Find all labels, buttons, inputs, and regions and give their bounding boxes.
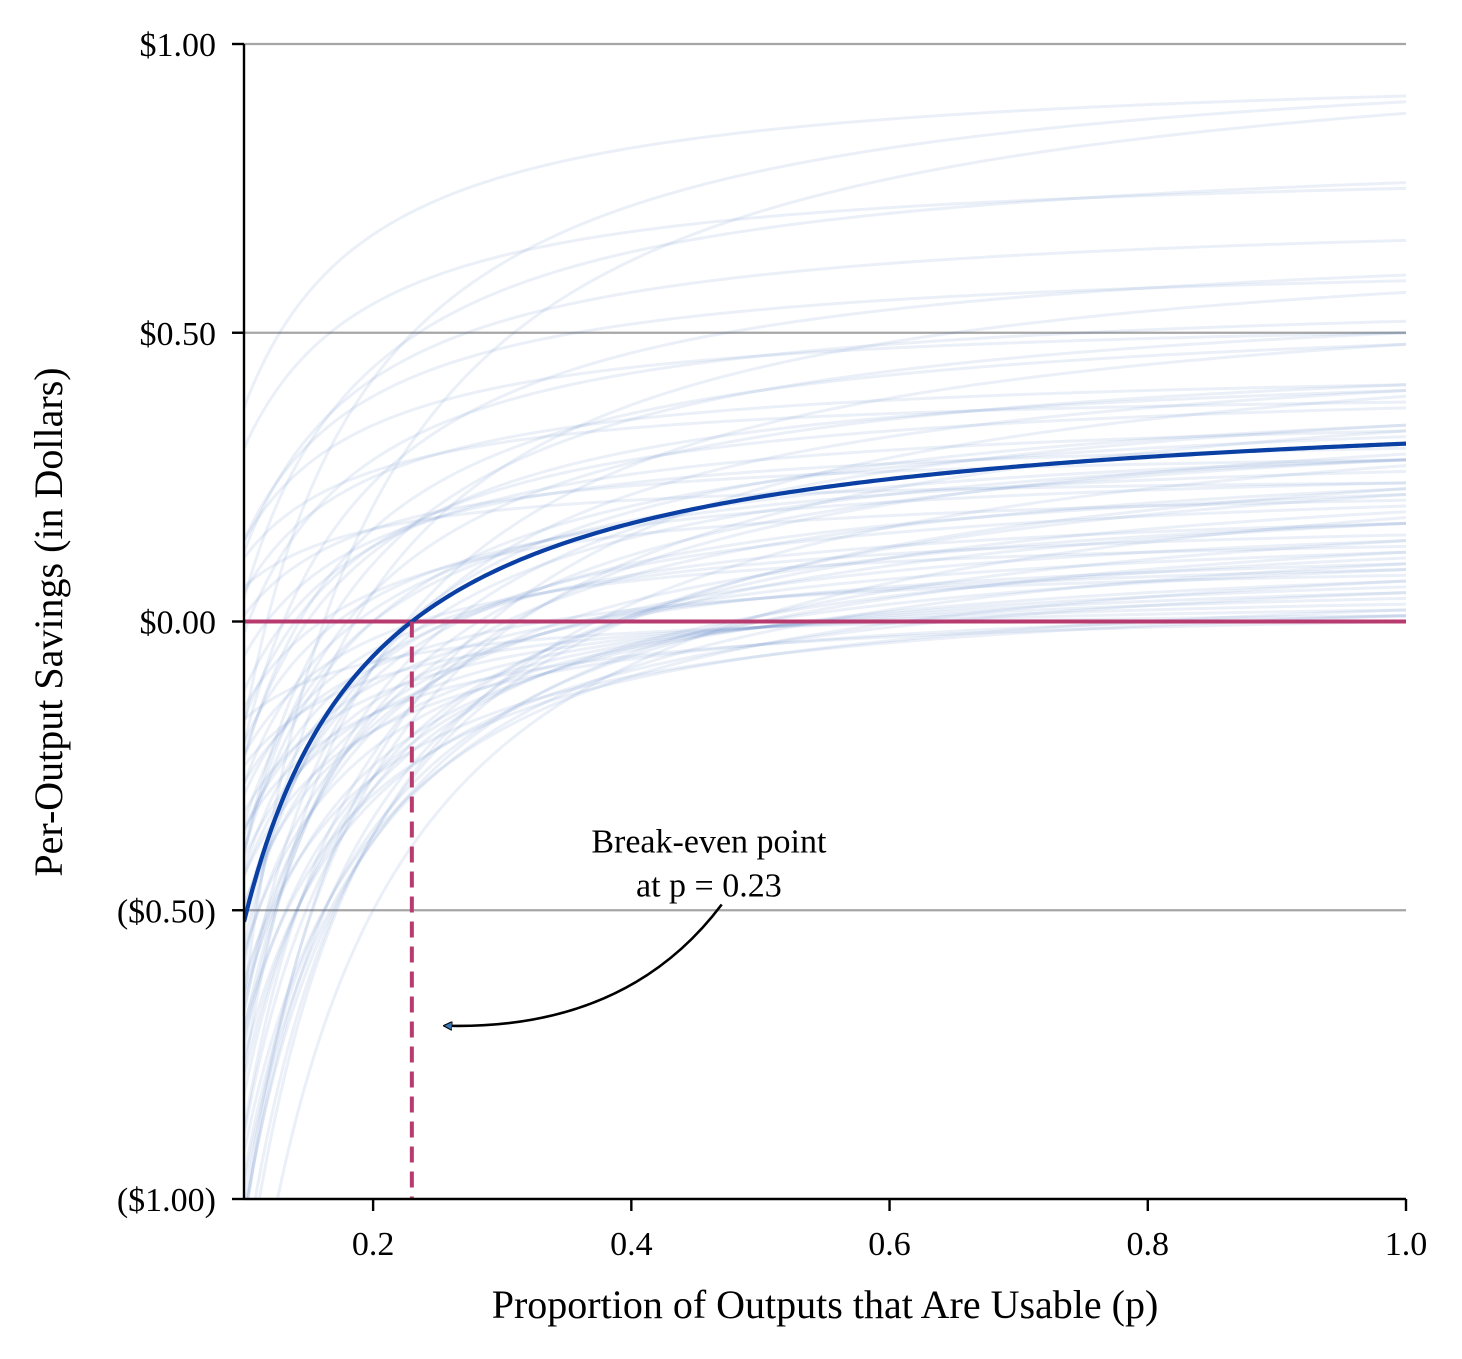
sample-curve-50 (244, 608, 1406, 1027)
sample-curve-67 (244, 562, 1406, 1188)
sample-curve-61 (253, 487, 1406, 1199)
y-tick-label-1: $0.50 (140, 316, 217, 353)
sample-curve-5 (244, 238, 1406, 553)
sample-curve-55 (244, 608, 1406, 767)
x-ticks: 0.2 0.4 0.6 0.8 1.0 (352, 1199, 1427, 1263)
sample-curve-22 (244, 429, 1406, 692)
sample-curve-6 (244, 273, 1406, 744)
sample-curve-30 (244, 492, 1406, 911)
main-curve-group (244, 441, 1406, 923)
sample-curve-0 (244, 111, 1406, 998)
sample-curve-56 (244, 620, 1406, 831)
sample-curve-42 (244, 568, 1406, 1038)
sample-curve-68 (244, 579, 1406, 1154)
annotation-line-2: at p = 0.23 (636, 868, 782, 905)
sample-curve-29 (244, 510, 1406, 1136)
sample-curve-62 (275, 516, 1406, 1199)
sample-curve-43 (244, 544, 1406, 756)
sample-curve-10 (244, 331, 1406, 542)
sample-curve-48 (244, 573, 1406, 784)
main-savings-curve (244, 441, 1406, 923)
annotation-line-1: Break-even point (591, 824, 827, 861)
sample-curve-33 (244, 504, 1406, 871)
y-axis-title: Per-Output Savings (in Dollars) (26, 367, 71, 876)
break-even-annotation: Break-even point at p = 0.23 (444, 824, 827, 1026)
x-tick-label-0: 0.2 (352, 1226, 395, 1263)
sample-curve-60 (257, 464, 1406, 1199)
sample-curve-3 (244, 181, 1406, 599)
sample-curve-4 (244, 186, 1406, 449)
sample-curve-63 (244, 342, 1406, 1073)
sample-curve-36 (244, 550, 1406, 1177)
sample-curve-38 (244, 539, 1406, 957)
y-ticks: $1.00 $0.50 $0.00 ($0.50) ($1.00) (117, 27, 244, 1219)
sample-curves (244, 94, 1406, 1199)
sample-curve-45 (244, 579, 1406, 998)
sample-curve-70 (244, 458, 1406, 617)
sample-curve-66 (245, 539, 1406, 1199)
sample-curve-8 (244, 331, 1406, 853)
sample-curve-28 (244, 469, 1406, 784)
sample-curve-71 (244, 481, 1406, 588)
sample-curve-12 (244, 383, 1406, 853)
sample-curve-25 (244, 458, 1406, 825)
sample-curve-58 (246, 394, 1406, 1199)
y-tick-label-4: ($1.00) (117, 1182, 216, 1219)
sample-curve-41 (244, 550, 1406, 917)
sample-curve-1 (244, 100, 1406, 726)
y-tick-label-3: ($0.50) (117, 893, 216, 930)
y-tick-label-0: $1.00 (140, 27, 217, 64)
sample-curve-31 (244, 481, 1406, 744)
sample-curve-37 (244, 521, 1406, 836)
sample-curve-13 (244, 389, 1406, 755)
sample-curve-2 (244, 94, 1406, 409)
sample-curve-14 (244, 423, 1406, 1050)
sample-curve-19 (244, 400, 1406, 559)
sample-curve-23 (244, 458, 1406, 928)
sample-curve-59 (244, 429, 1406, 1199)
sample-curve-9 (244, 342, 1406, 761)
sample-curve-69 (244, 591, 1406, 1061)
sample-curve-15 (244, 383, 1406, 594)
y-tick-label-2: $0.00 (140, 605, 217, 642)
sample-curve-35 (244, 498, 1406, 709)
sample-curve-17 (244, 406, 1406, 721)
x-tick-label-3: 0.8 (1127, 1226, 1170, 1263)
sample-curve-21 (244, 458, 1406, 1032)
x-tick-label-4: 1.0 (1385, 1226, 1428, 1263)
sample-curve-64 (244, 290, 1406, 969)
sample-curve-57 (244, 614, 1406, 721)
x-tick-label-1: 0.4 (610, 1226, 653, 1263)
sample-curve-7 (244, 279, 1406, 542)
sample-curve-52 (244, 614, 1406, 981)
sample-curve-34 (244, 521, 1406, 992)
sample-curve-44 (244, 562, 1406, 877)
sample-curve-39 (244, 556, 1406, 1079)
annotation-arrow (444, 903, 723, 1025)
sample-curve-16 (244, 423, 1406, 946)
sample-curve-65 (244, 319, 1406, 634)
sample-curve-32 (244, 521, 1406, 1096)
sample-curve-18 (244, 452, 1406, 1130)
sample-curve-46 (244, 568, 1406, 831)
horizontal-gridlines (244, 42, 1406, 912)
x-tick-label-2: 0.6 (868, 1226, 911, 1263)
x-axis-title: Proportion of Outputs that Are Usable (p… (492, 1282, 1159, 1327)
sample-curve-24 (246, 492, 1406, 1199)
sample-curve-11 (244, 389, 1406, 1015)
sample-curve-27 (244, 487, 1406, 1009)
sample-curve-20 (244, 435, 1406, 853)
